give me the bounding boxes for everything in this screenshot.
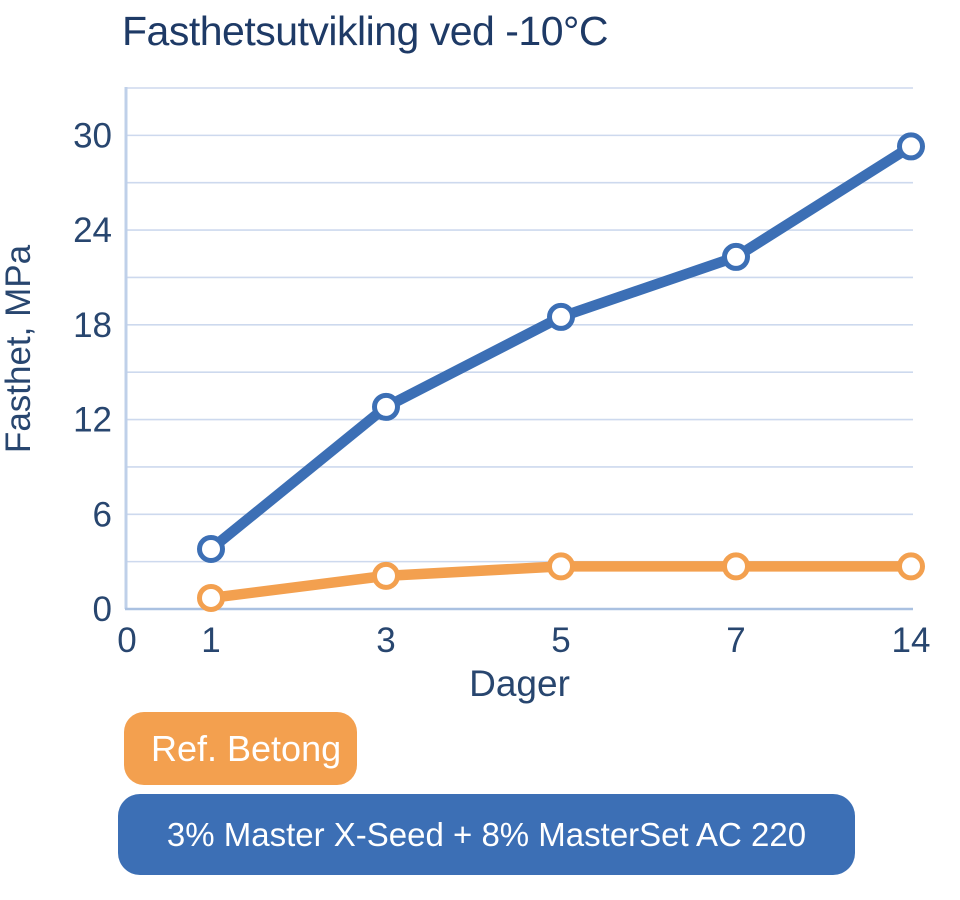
- y-tick-label: 6: [93, 495, 112, 534]
- y-tick-label: 18: [73, 306, 112, 345]
- legend-item-xseed: 3% Master X-Seed + 8% MasterSet AC 220: [118, 794, 855, 875]
- series-marker-0: [897, 552, 925, 581]
- legend-label-xseed: 3% Master X-Seed + 8% MasterSet AC 220: [166, 815, 807, 853]
- y-tick-label: 24: [73, 211, 112, 250]
- y-axis-title: Fasthet, MPa: [0, 244, 38, 453]
- series-marker-1: [197, 535, 225, 564]
- x-tick-label: 3: [376, 621, 395, 660]
- x-tick-label: 5: [551, 621, 570, 660]
- line-chart: 0 6 12 18 24 30 0 1 3 5 7 14 Dager Fasthet, MPa: [0, 87, 931, 704]
- series-marker-1: [372, 392, 400, 421]
- x-axis-title: Dager: [469, 663, 570, 704]
- y-tick-label: 0: [93, 590, 112, 629]
- series-marker-1: [897, 132, 925, 161]
- y-tick-label: 30: [73, 116, 112, 155]
- series-marker-0: [722, 552, 750, 581]
- series-marker-1: [547, 302, 575, 331]
- series-marker-0: [372, 561, 400, 590]
- x-tick-label: 7: [726, 621, 745, 660]
- y-tick-label: 12: [73, 401, 112, 440]
- x-tick-label: 0: [117, 621, 136, 660]
- x-tick-label: 1: [201, 621, 220, 660]
- series-line-1: [205, 141, 917, 555]
- legend-item-ref-betong: Ref. Betong: [124, 712, 357, 785]
- x-tick-label: 14: [892, 621, 931, 660]
- chart-title: Fasthetsutvikling ved -10°C: [122, 8, 609, 54]
- series-marker-0: [197, 583, 225, 612]
- legend-label-ref-betong: Ref. Betong: [151, 727, 342, 769]
- series-marker-0: [547, 552, 575, 581]
- series-marker-1: [722, 242, 750, 271]
